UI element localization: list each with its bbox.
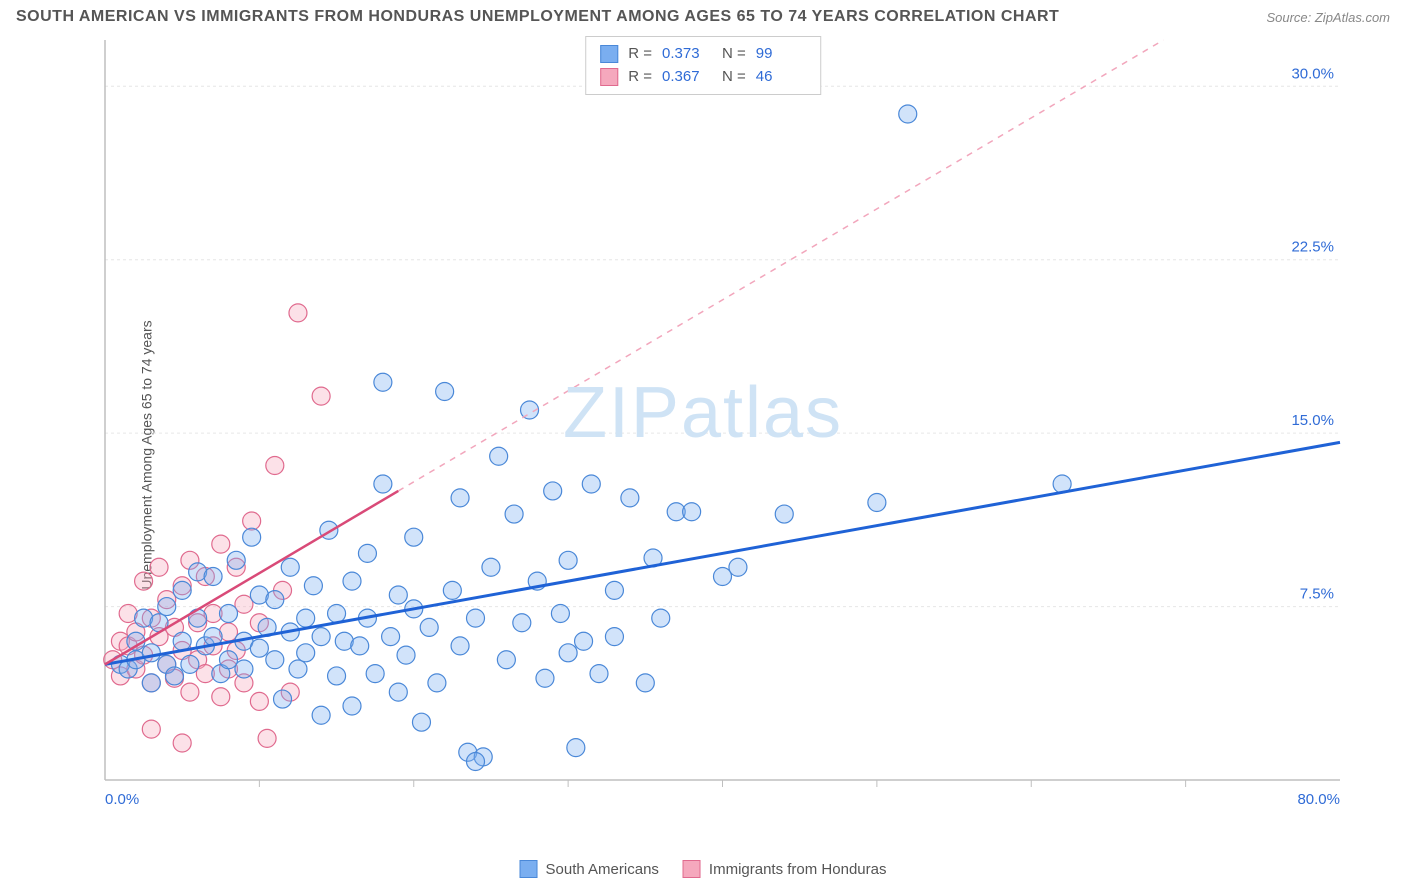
r-label: R = xyxy=(628,66,652,89)
svg-text:22.5%: 22.5% xyxy=(1291,239,1334,256)
svg-text:0.0%: 0.0% xyxy=(105,791,139,808)
n-label: N = xyxy=(722,43,746,66)
n-value-a: 99 xyxy=(756,43,806,66)
n-label: N = xyxy=(722,66,746,89)
svg-text:15.0%: 15.0% xyxy=(1291,412,1334,429)
legend-item-a: South Americans xyxy=(520,860,659,878)
swatch-series-a xyxy=(600,45,618,63)
legend-label-a: South Americans xyxy=(546,861,659,878)
swatch-series-b xyxy=(600,68,618,86)
svg-text:30.0%: 30.0% xyxy=(1291,65,1334,82)
n-value-b: 46 xyxy=(756,66,806,89)
chart-header: SOUTH AMERICAN VS IMMIGRANTS FROM HONDUR… xyxy=(0,0,1406,30)
r-value-b: 0.367 xyxy=(662,66,712,89)
legend-item-b: Immigrants from Honduras xyxy=(683,860,887,878)
r-label: R = xyxy=(628,43,652,66)
svg-text:7.5%: 7.5% xyxy=(1300,586,1334,603)
legend-label-b: Immigrants from Honduras xyxy=(709,861,887,878)
scatter-chart: 7.5% 15.0% 22.5% 30.0% 0.0% 80.0% xyxy=(50,30,1350,810)
chart-area: Unemployment Among Ages 65 to 74 years R… xyxy=(0,30,1406,880)
swatch-series-b xyxy=(683,860,701,878)
bottom-legend: South Americans Immigrants from Honduras xyxy=(520,860,887,878)
swatch-series-a xyxy=(520,860,538,878)
stats-row-b: R = 0.367 N = 46 xyxy=(600,66,806,89)
chart-title: SOUTH AMERICAN VS IMMIGRANTS FROM HONDUR… xyxy=(16,8,1059,26)
stats-row-a: R = 0.373 N = 99 xyxy=(600,43,806,66)
stats-legend: R = 0.373 N = 99 R = 0.367 N = 46 xyxy=(585,36,821,95)
r-value-a: 0.373 xyxy=(662,43,712,66)
chart-source: Source: ZipAtlas.com xyxy=(1266,10,1390,25)
svg-text:80.0%: 80.0% xyxy=(1297,791,1340,808)
